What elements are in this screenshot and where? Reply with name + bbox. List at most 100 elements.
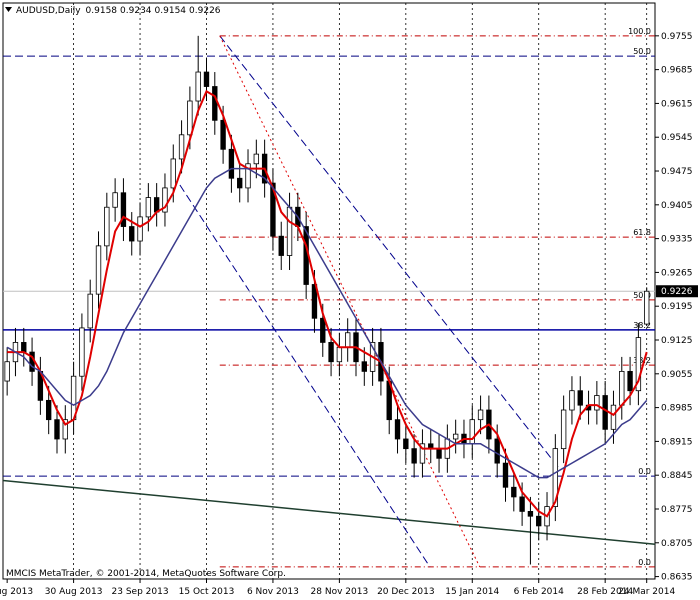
candle-body [245, 163, 251, 189]
x-tick-label: 6 Feb 2014 [514, 587, 565, 597]
candle-body [552, 448, 559, 507]
candle-body [527, 511, 534, 517]
candle-body [419, 443, 426, 464]
x-tick-label: 8 Aug 2013 [0, 587, 33, 597]
candle-body [104, 206, 110, 247]
candle-body [345, 332, 351, 348]
candle-body [170, 158, 176, 189]
y-tick-label: 0.9755 [661, 32, 693, 42]
candle-body [569, 390, 575, 411]
candle-body [394, 419, 401, 440]
chart-header: AUDUSD,Daily 0.9158 0.9234 0.9154 0.9226 [16, 6, 221, 16]
candle-body [536, 515, 542, 527]
candle-body [87, 293, 93, 329]
x-tick-label: 20 Dec 2013 [377, 587, 435, 597]
price-box [656, 285, 698, 298]
candle-body [62, 419, 68, 440]
y-tick-label: 0.9125 [661, 336, 693, 346]
candle-body [278, 235, 284, 256]
candle-body [21, 342, 27, 353]
candle-body [187, 100, 193, 136]
candle-body [79, 327, 85, 377]
candle-body [560, 409, 567, 450]
price-box-label: 0.9226 [661, 287, 693, 297]
candle-body [129, 226, 135, 242]
candle-body [644, 290, 650, 325]
candle-body [577, 390, 583, 406]
candle-body [153, 197, 160, 213]
header-high: 0.9234 [120, 6, 152, 16]
candle-body [469, 419, 475, 445]
x-tick-label: 28 Nov 2013 [311, 587, 369, 597]
candle-body [4, 361, 10, 382]
candle-body [594, 395, 600, 411]
y-tick-label: 0.9265 [661, 268, 693, 278]
candle-body [145, 197, 152, 218]
level-label: 38.2 [633, 321, 651, 330]
y-tick-label: 0.8775 [661, 505, 693, 515]
candle-body [336, 346, 343, 363]
level-label: 50.0 [633, 47, 651, 56]
y-tick-label: 0.9685 [661, 66, 693, 76]
level-label: 50.0 [633, 291, 651, 300]
candle-body [511, 486, 517, 498]
header-open: 0.9158 [86, 6, 118, 16]
candle-body [270, 182, 276, 237]
trend-line [179, 184, 431, 568]
level-label: 61.8 [633, 228, 651, 237]
x-tick-label: 23 Sep 2013 [112, 587, 169, 597]
candle-body [228, 148, 235, 179]
candle-body [328, 342, 334, 363]
y-tick-label: 0.9545 [661, 133, 693, 143]
x-tick-label: 28 Feb 2014 [577, 587, 633, 597]
chart-title: AUDUSD,Daily [16, 6, 81, 16]
candle-body [494, 438, 500, 464]
y-tick-label: 0.9335 [661, 235, 693, 245]
x-tick-label: 6 Nov 2013 [247, 587, 299, 597]
candle-body [112, 192, 118, 208]
candle-body [137, 216, 143, 242]
y-tick-label: 0.9055 [661, 370, 693, 380]
symbol-icon [5, 7, 12, 12]
candle-body [411, 448, 417, 464]
trend-line [2, 479, 656, 545]
candle-body [361, 361, 367, 372]
candle-body [635, 337, 642, 392]
candle-body [602, 395, 608, 430]
candle-body [452, 433, 459, 440]
candle-body [54, 419, 60, 440]
candle-body [45, 399, 52, 421]
plot: 100.0 61.8 50.0 38.2 0.0 50.0 0.0 38.2 [2, 3, 656, 579]
level-label: 38.2 [633, 356, 651, 365]
x-tick-label: 15 Jan 2014 [445, 587, 499, 597]
candle-body [203, 71, 210, 87]
footer: MMCIS MetaTrader, © 2001-2014, MetaQuote… [6, 569, 286, 579]
y-tick-label: 0.8845 [661, 471, 693, 481]
level-label: 0.0 [638, 467, 651, 476]
moving-average [7, 89, 648, 518]
y-tick-label: 0.8985 [661, 404, 693, 414]
y-tick-label: 0.8705 [661, 539, 693, 549]
candle-body [477, 409, 484, 421]
header-low: 0.9154 [155, 6, 187, 16]
header-close: 0.9226 [189, 6, 221, 16]
candle-body [253, 153, 260, 165]
candle-body [619, 370, 625, 406]
trend-line [219, 35, 481, 568]
candle-body [311, 284, 318, 319]
candle-body [502, 462, 509, 488]
candle-body [237, 177, 243, 189]
candle-body [178, 134, 185, 160]
candle-body [162, 187, 168, 213]
candle-body [286, 206, 293, 256]
candle-body [120, 192, 127, 227]
y-tick-label: 0.9475 [661, 167, 693, 177]
x-tick-label: 15 Oct 2013 [179, 587, 235, 597]
candle-body [627, 370, 633, 392]
moving-average [6, 167, 648, 479]
candle-body [95, 245, 102, 295]
y-tick-label: 0.8635 [661, 573, 693, 583]
y-tick-label: 0.9405 [661, 201, 693, 211]
level-label: 0.0 [638, 558, 651, 567]
